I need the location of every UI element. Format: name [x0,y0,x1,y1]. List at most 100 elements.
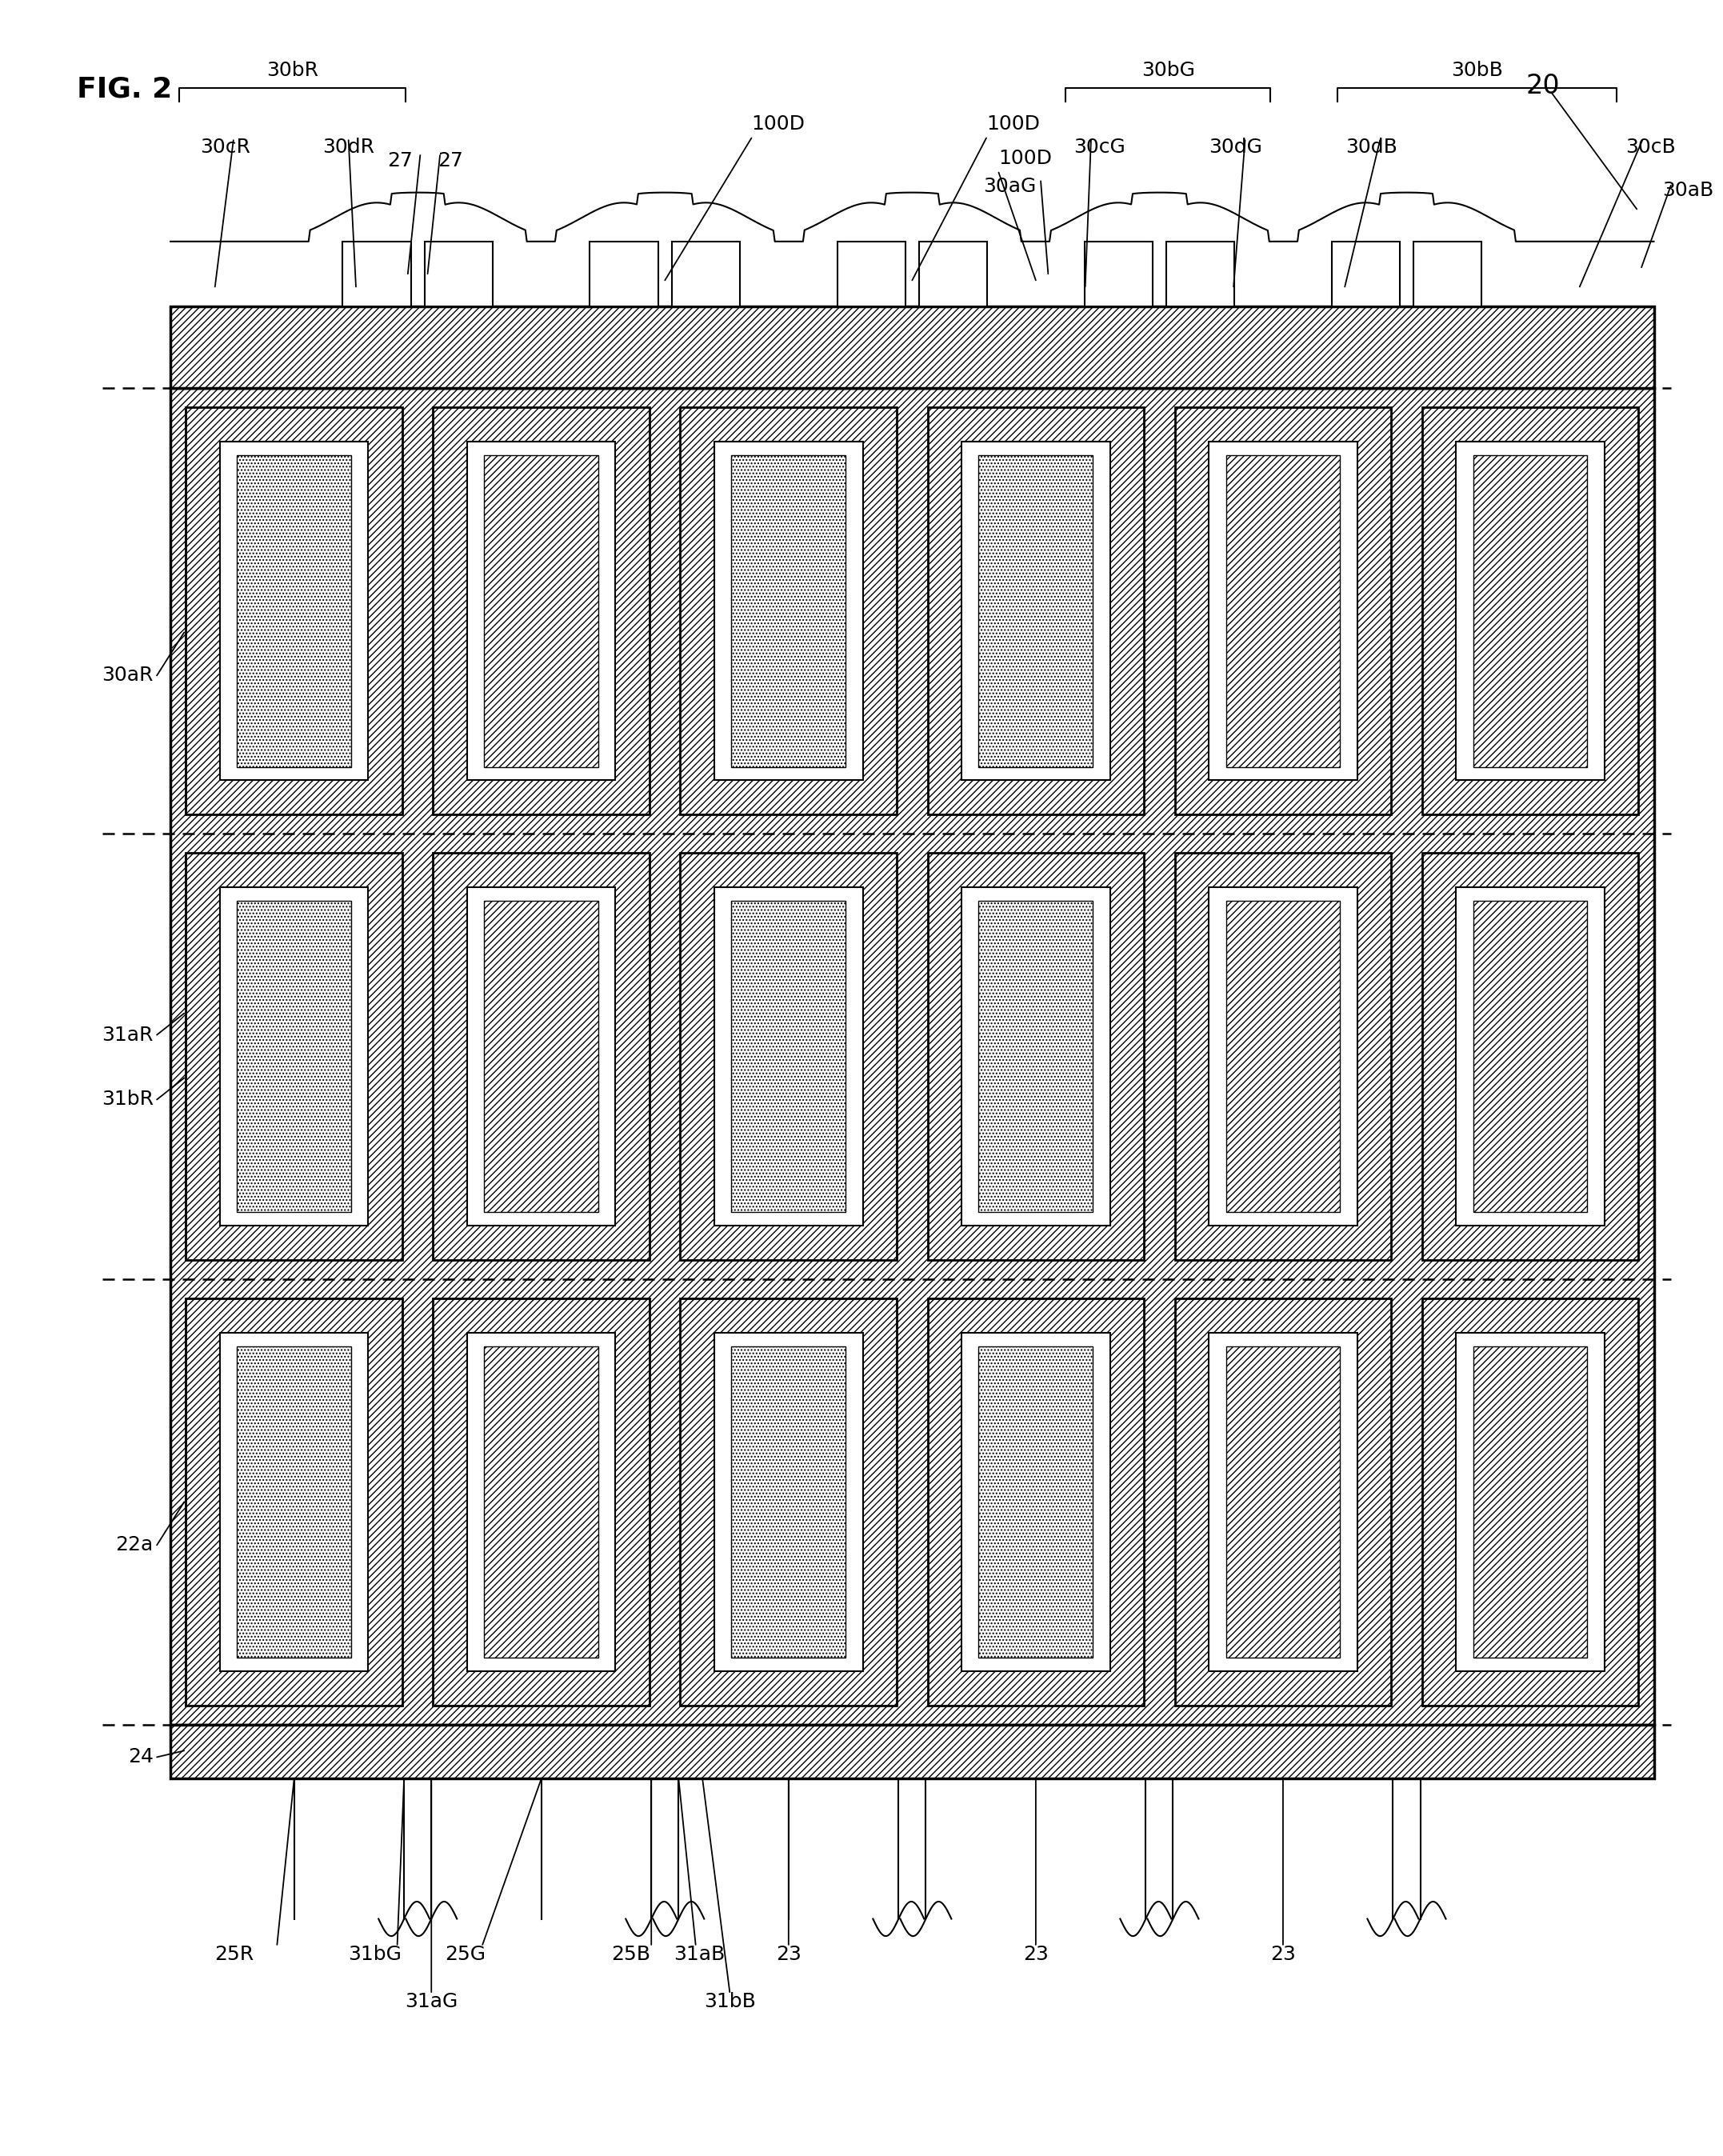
Text: 31aB: 31aB [674,1945,725,1964]
Bar [432,854,650,1259]
Bar [1175,854,1390,1259]
Text: 100D: 100D [751,114,805,134]
Text: 23: 23 [1023,1945,1049,1964]
Text: 30bB: 30bB [1451,60,1502,80]
Bar [732,1345,846,1658]
Text: 20: 20 [1527,73,1559,99]
Text: 31bB: 31bB [703,1992,756,2012]
Bar [918,241,987,306]
Bar [484,901,598,1212]
Bar [1225,455,1340,768]
Text: 25B: 25B [612,1945,651,1964]
Bar [961,1332,1110,1671]
Bar [837,241,905,306]
Bar [681,854,898,1259]
Bar [979,1345,1092,1658]
Text: 30aB: 30aB [1663,181,1714,201]
Text: 31bG: 31bG [348,1945,401,1964]
Text: FIG. 2: FIG. 2 [78,75,172,103]
Bar [1175,1298,1390,1705]
Text: 27: 27 [388,151,414,170]
Bar [171,1725,1654,1779]
Text: 30cG: 30cG [1073,138,1125,157]
Bar [1166,241,1234,306]
Bar [1210,1332,1358,1671]
Bar [1421,854,1639,1259]
Text: 25G: 25G [445,1945,486,1964]
Text: 31bR: 31bR [102,1091,153,1108]
Text: 100D: 100D [986,114,1041,134]
Bar [1421,407,1639,815]
Bar [221,888,369,1225]
Text: 25R: 25R [215,1945,253,1964]
Bar [715,442,863,780]
Bar [1175,854,1390,1259]
Bar [1175,407,1390,815]
Bar [1210,442,1358,780]
Bar [432,407,650,815]
Bar [424,241,493,306]
Bar [1421,1298,1639,1705]
Bar [1084,241,1153,306]
Bar [979,455,1092,768]
Text: 30bR: 30bR [265,60,319,80]
Text: 30dR: 30dR [322,138,374,157]
Bar [171,388,1654,1725]
Bar [467,442,615,780]
Bar [171,306,1654,388]
Bar [715,888,863,1225]
Text: 30cR: 30cR [200,138,250,157]
Text: 22a: 22a [115,1535,153,1554]
Bar [1421,854,1639,1259]
Bar [432,1298,650,1705]
Bar [467,888,615,1225]
Bar [221,1332,369,1671]
Bar [681,854,898,1259]
Text: 30aR: 30aR [102,666,153,686]
Bar [186,1298,403,1705]
Bar [732,455,846,768]
Bar [1225,901,1340,1212]
Bar [681,1298,898,1705]
Bar [1473,1345,1587,1658]
Bar [343,241,410,306]
Bar [467,1332,615,1671]
Bar [681,1298,898,1705]
Bar [1175,1298,1390,1705]
Bar [1175,407,1390,815]
Bar [927,854,1144,1259]
Text: 30dB: 30dB [1346,138,1397,157]
Bar [715,1332,863,1671]
Bar [186,854,403,1259]
Bar [672,241,739,306]
Bar [221,442,369,780]
Bar [186,854,403,1259]
Bar [186,1298,403,1705]
Bar [927,854,1144,1259]
Bar [1473,455,1587,768]
Bar [432,1298,650,1705]
Bar [238,901,351,1212]
Bar [484,455,598,768]
Bar [681,407,898,815]
Bar [1456,442,1604,780]
Text: 100D: 100D [999,149,1053,168]
Bar [1225,1345,1340,1658]
Bar [1210,888,1358,1225]
Bar [961,442,1110,780]
Bar [1421,1298,1639,1705]
Text: 30cB: 30cB [1625,138,1675,157]
Bar [432,854,650,1259]
Bar [484,1345,598,1658]
Text: 30aG: 30aG [982,177,1036,196]
Bar [1456,1332,1604,1671]
Bar [732,901,846,1212]
Text: 23: 23 [1270,1945,1296,1964]
Text: 30dG: 30dG [1208,138,1263,157]
Bar [432,407,650,815]
Bar [1421,407,1639,815]
Text: 30bG: 30bG [1141,60,1194,80]
Bar [927,1298,1144,1705]
Bar [1456,888,1604,1225]
Text: 23: 23 [775,1945,801,1964]
